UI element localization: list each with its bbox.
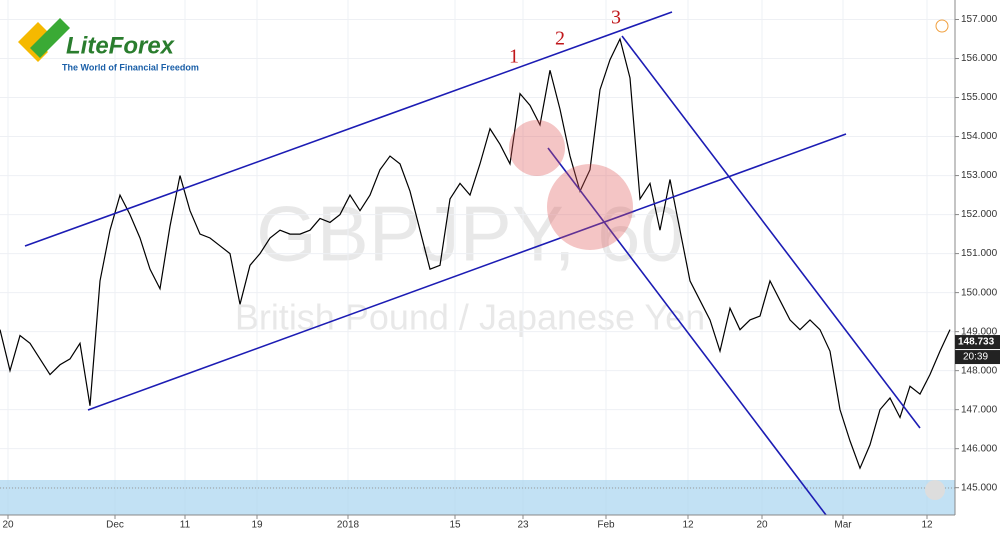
y-tick-label: 152.000 [961,209,998,220]
x-tick-label: Dec [106,520,124,531]
y-tick-label: 154.000 [961,131,998,142]
x-tick-label: 11 [180,520,191,531]
x-tick-label: 20 [2,520,14,531]
scroll-button[interactable] [925,480,945,500]
trend-lines [24,11,921,516]
annotation: 1 [509,46,519,68]
plot [0,37,951,470]
time-axis [0,515,955,545]
x-tick-label: 20 [756,520,768,531]
last-price: 148.733 [958,337,995,348]
down-trend [621,35,921,429]
highlight-circle [509,120,565,176]
y-tick-label: 145.000 [961,482,998,493]
x-tick-label: 23 [517,520,529,531]
x-tick-label: 15 [449,520,461,531]
volume-band [0,480,955,515]
last-time-box [955,350,1000,365]
y-tick-label: 156.000 [961,53,998,64]
y-tick-label: 151.000 [961,248,998,259]
x-tick-label: 2018 [337,520,360,531]
last-price-box [955,335,1000,350]
logo: LiteForex The World of Financial Freedom [18,18,199,72]
y-tick-label: 153.000 [961,170,998,181]
grid [0,0,955,515]
x-tick-label: 19 [251,520,263,531]
y-tick-label: 157.000 [961,14,998,25]
x-tick-label: Feb [597,520,615,531]
logo-tagline: The World of Financial Freedom [62,62,199,72]
y-tick-label: 147.000 [961,404,998,415]
y-tick-label: 148.000 [961,365,998,376]
highlight-circle [547,164,633,250]
watermark-description: British Pound / Japanese Yen [235,297,705,338]
axes: 145.000 146.000 147.000 148.000 149.000 150.0… [2,14,1000,531]
last-time: 20:39 [963,352,988,363]
annotation: 3 [611,7,621,29]
y-tick-label: 149.000 [961,326,998,337]
alert-icon[interactable] [935,19,949,33]
y-tick-label: 155.000 [961,92,998,103]
logo-name: LiteForex [66,32,176,59]
x-tick-label: Mar [834,520,852,531]
upper-channel [24,11,673,247]
annotation: 2 [555,28,565,50]
x-tick-label: 12 [921,520,933,531]
y-tick-label: 146.000 [961,443,998,454]
down-trend-2 [547,147,827,516]
lower-channel [87,133,847,411]
price-axis [955,0,1000,545]
logo-mark [30,18,70,58]
x-tick-label: 12 [682,520,694,531]
y-tick-label: 150.000 [961,287,998,298]
price-line [0,37,951,470]
